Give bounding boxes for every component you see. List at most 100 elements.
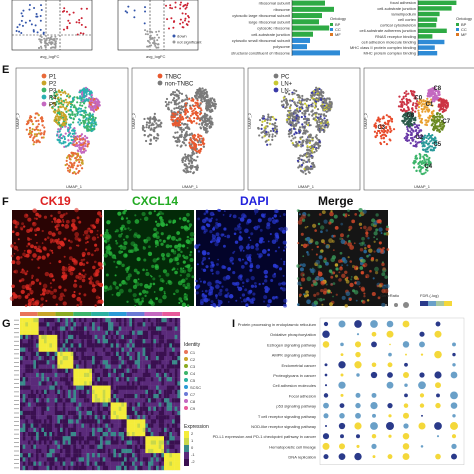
volcano-point bbox=[147, 40, 150, 43]
umap-point bbox=[181, 160, 184, 164]
stain-cell bbox=[358, 285, 361, 288]
stain-cell bbox=[275, 219, 279, 223]
stain-cell bbox=[158, 210, 163, 216]
heatmap-cell bbox=[41, 334, 45, 340]
heatmap-identity-band bbox=[108, 312, 127, 316]
heatmap-cell bbox=[73, 339, 77, 344]
stain-cell bbox=[334, 225, 339, 230]
stain-cell bbox=[160, 242, 164, 246]
heatmap-cell bbox=[140, 343, 143, 348]
umap-point bbox=[300, 163, 304, 167]
umap-point bbox=[68, 115, 71, 119]
umap-point bbox=[293, 92, 296, 95]
umap-point bbox=[170, 109, 173, 112]
umap-point bbox=[58, 113, 61, 116]
stain-cell bbox=[339, 266, 343, 271]
volcano-point bbox=[54, 40, 57, 43]
stain-cell bbox=[328, 269, 333, 273]
umap-point bbox=[67, 93, 70, 96]
stain-cell bbox=[209, 211, 215, 217]
umap-point bbox=[261, 120, 264, 123]
umap-point bbox=[171, 99, 175, 102]
stain-cell bbox=[318, 213, 322, 216]
stain-cell bbox=[347, 256, 350, 259]
umap-point bbox=[177, 96, 180, 99]
stain-cell bbox=[174, 270, 178, 275]
umap-point bbox=[187, 157, 190, 160]
umap-point bbox=[53, 108, 57, 111]
umap-point bbox=[384, 126, 388, 130]
stain-cell bbox=[217, 291, 223, 297]
stain-cell bbox=[189, 231, 195, 237]
stain-cell bbox=[219, 288, 223, 293]
heatmap-cell bbox=[52, 343, 55, 348]
stain-cell bbox=[302, 274, 305, 276]
stain-cell bbox=[144, 283, 149, 289]
umap-point bbox=[69, 105, 73, 108]
stain-cell bbox=[361, 300, 366, 304]
umap-point bbox=[177, 106, 180, 110]
heatmap-cell bbox=[57, 322, 61, 327]
volcano-point bbox=[76, 33, 79, 36]
stain-cell bbox=[105, 228, 109, 232]
stain-cell bbox=[42, 288, 47, 293]
umap-point bbox=[194, 159, 198, 162]
enrichment-legend-swatch bbox=[456, 28, 459, 31]
volcano-point bbox=[44, 46, 47, 49]
stain-cell bbox=[304, 292, 307, 295]
umap-point bbox=[312, 113, 315, 116]
heatmap-cell bbox=[81, 318, 85, 323]
umap-point bbox=[195, 168, 198, 171]
stain-cell bbox=[253, 282, 257, 285]
umap-point bbox=[326, 118, 329, 122]
stain-cell bbox=[99, 266, 104, 270]
umap-point bbox=[186, 123, 189, 126]
umap-point bbox=[71, 110, 74, 114]
stain-cell bbox=[245, 245, 251, 250]
umap-legend-marker bbox=[41, 94, 47, 100]
umap-point bbox=[185, 109, 188, 112]
stain-cell bbox=[56, 218, 62, 224]
stain-cell bbox=[24, 272, 28, 276]
umap-point bbox=[90, 124, 93, 128]
stain-cell bbox=[332, 249, 335, 251]
stain-cell bbox=[139, 282, 143, 287]
stain-cell bbox=[281, 287, 286, 292]
umap-point bbox=[425, 139, 428, 143]
umap-point bbox=[190, 167, 193, 170]
umap-point bbox=[69, 126, 72, 129]
stain-cell bbox=[244, 261, 248, 265]
stain-cell bbox=[32, 253, 37, 258]
umap-point bbox=[410, 132, 413, 135]
umap-point bbox=[34, 116, 37, 119]
umap-point bbox=[65, 121, 68, 124]
heatmap-cell bbox=[145, 322, 149, 327]
stain-cell bbox=[206, 251, 210, 256]
umap-point bbox=[58, 124, 62, 127]
heatmap-cell bbox=[134, 334, 138, 340]
umap-point bbox=[383, 133, 386, 136]
stain-cell bbox=[180, 250, 183, 254]
stain-cell bbox=[271, 216, 274, 220]
stain-cell bbox=[96, 233, 99, 236]
heatmap-cell bbox=[78, 318, 82, 323]
umap-point bbox=[33, 140, 36, 144]
umap-point bbox=[149, 139, 152, 142]
volcano-point bbox=[172, 26, 175, 29]
umap-point bbox=[196, 88, 199, 92]
umap-point bbox=[88, 93, 92, 96]
stain-cell bbox=[165, 272, 170, 277]
heatmap-cell bbox=[20, 318, 23, 323]
umap-point bbox=[198, 104, 201, 108]
stain-cell bbox=[330, 283, 334, 286]
umap-point bbox=[324, 114, 328, 118]
umap-cluster-label: C6 bbox=[407, 113, 415, 119]
heatmap-cell bbox=[164, 330, 167, 336]
heatmap-cell bbox=[118, 326, 122, 331]
stain-cell bbox=[112, 281, 117, 286]
umap-point bbox=[433, 136, 437, 139]
stain-cell bbox=[259, 237, 262, 241]
umap-point bbox=[287, 133, 290, 136]
umap-point bbox=[406, 127, 409, 131]
